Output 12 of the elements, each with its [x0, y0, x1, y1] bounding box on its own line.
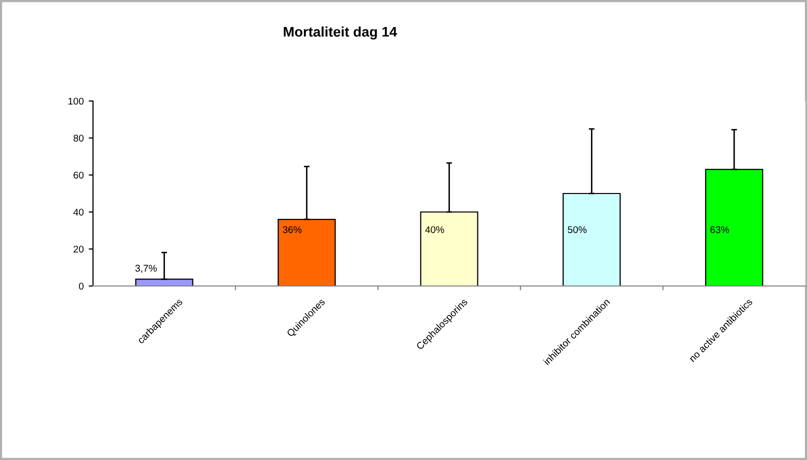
data-label: 40%: [425, 226, 444, 234]
y-tick-label: 40: [73, 208, 84, 216]
data-label: 50%: [568, 226, 587, 234]
data-label: 3,7%: [135, 264, 157, 273]
y-tick-label: 60: [74, 172, 84, 179]
y-tick-label: 100: [68, 98, 84, 105]
chart-title: Mortaliteit dag 14: [284, 26, 398, 40]
y-tick-label: 20: [74, 246, 84, 253]
data-label: 36%: [282, 226, 302, 234]
y-tick-label: 80: [74, 134, 84, 142]
data-label: 63%: [710, 226, 730, 234]
y-tick-label: 0: [78, 282, 84, 290]
